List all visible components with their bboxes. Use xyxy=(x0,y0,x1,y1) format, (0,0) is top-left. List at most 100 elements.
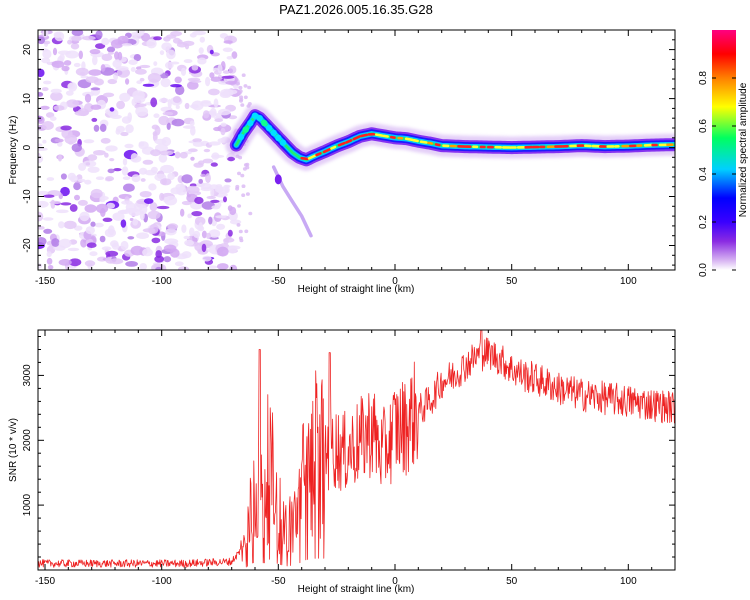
noise-blob xyxy=(174,151,181,159)
noise-blob xyxy=(198,160,205,166)
noise-blob xyxy=(84,179,92,185)
noise-blob xyxy=(41,121,54,130)
noise-blob xyxy=(60,186,70,197)
noise-blob xyxy=(159,97,169,103)
noise-blob xyxy=(142,159,154,165)
noise-blob xyxy=(99,235,106,243)
noise-blob xyxy=(181,224,187,233)
noise-blob xyxy=(50,116,57,121)
noise-blob xyxy=(88,69,102,76)
snr-xtick-label: -100 xyxy=(152,576,172,587)
noise-blob xyxy=(166,49,176,60)
noise-blob xyxy=(101,246,112,251)
noise-blob xyxy=(58,238,72,249)
noise-blob xyxy=(247,85,252,90)
noise-blob xyxy=(150,166,158,174)
colorbar-tick-label: 0.6 xyxy=(698,119,709,133)
noise-blob xyxy=(160,78,171,88)
noise-blob xyxy=(57,154,63,162)
trace-peak xyxy=(261,119,268,127)
colorbar-tick-label: 0.8 xyxy=(698,71,709,85)
noise-blob xyxy=(113,72,119,81)
noise-blob xyxy=(110,39,124,49)
colorbar-tick-label: 0.0 xyxy=(698,263,709,277)
noise-blob xyxy=(99,123,107,132)
noise-blob xyxy=(70,42,80,50)
noise-blob xyxy=(133,54,142,62)
noise-blob xyxy=(79,211,90,222)
trace-peak xyxy=(307,154,317,160)
noise-blob xyxy=(220,127,226,136)
spectrogram-y-axis: -20 -10 0 10 20 xyxy=(22,29,675,266)
noise-blob xyxy=(187,213,193,219)
noise-blob xyxy=(46,251,52,258)
colorbar: 0.0 0.2 0.4 0.6 0.8 Normalized spectral ampl… xyxy=(698,30,749,277)
noise-blob xyxy=(80,75,89,79)
noise-blob xyxy=(113,168,122,172)
noise-blob xyxy=(93,150,106,156)
noise-blob xyxy=(181,200,192,206)
noise-blob xyxy=(167,172,175,181)
noise-blob xyxy=(227,156,236,162)
noise-blob xyxy=(208,141,221,146)
noise-blob xyxy=(194,196,204,205)
noise-blob xyxy=(175,183,186,191)
noise-blob xyxy=(166,122,171,130)
noise-blob xyxy=(95,43,106,49)
noise-blob xyxy=(78,50,84,60)
noise-blob xyxy=(60,173,67,180)
noise-blob xyxy=(187,81,199,90)
secondary-trace-blob xyxy=(274,174,282,185)
noise-blob xyxy=(71,143,83,152)
noise-blob xyxy=(64,134,78,145)
noise-blob xyxy=(217,263,229,270)
noise-blob xyxy=(140,178,146,182)
noise-blob xyxy=(222,70,231,74)
noise-blob xyxy=(71,30,84,37)
noise-blob xyxy=(226,56,233,60)
noise-blob xyxy=(209,72,215,79)
noise-blob xyxy=(89,49,101,55)
noise-blob xyxy=(54,138,64,143)
noise-blob xyxy=(162,111,174,116)
noise-blob xyxy=(42,139,47,144)
noise-blob xyxy=(160,164,175,174)
noise-blob xyxy=(205,173,211,184)
noise-blob xyxy=(121,43,133,47)
noise-blob xyxy=(197,57,207,65)
noise-blob xyxy=(238,229,243,234)
noise-blob xyxy=(179,151,188,159)
noise-blob xyxy=(43,194,55,198)
noise-blob xyxy=(200,173,207,178)
spectrogram-ytick-label: -20 xyxy=(22,238,33,253)
trace-peak xyxy=(382,134,389,138)
noise-blob xyxy=(214,118,223,122)
noise-blob xyxy=(47,265,54,270)
noise-blob xyxy=(192,141,205,147)
noise-blob xyxy=(223,89,238,95)
noise-blob xyxy=(129,218,134,221)
trace-peak xyxy=(242,126,249,133)
noise-blob xyxy=(139,64,151,69)
noise-blob xyxy=(165,228,177,236)
noise-blob xyxy=(50,91,63,101)
noise-blob xyxy=(151,237,161,244)
noise-blob xyxy=(58,221,65,229)
noise-blob xyxy=(146,39,157,49)
snr-y-label: SNR (10 * v/v) xyxy=(8,418,19,482)
colorbar-tick-label: 0.2 xyxy=(698,215,709,229)
spectrogram-noise xyxy=(38,30,253,270)
noise-blob xyxy=(60,125,72,131)
noise-blob xyxy=(210,162,218,167)
noise-blob xyxy=(205,76,211,87)
noise-blob xyxy=(142,248,153,257)
noise-blob xyxy=(156,205,170,210)
noise-blob xyxy=(238,89,243,93)
trace-peak xyxy=(279,139,287,146)
noise-blob xyxy=(61,65,70,72)
snr-ytick-label: 2000 xyxy=(22,429,33,452)
noise-blob xyxy=(211,154,225,158)
noise-blob xyxy=(199,36,205,43)
noise-blob xyxy=(122,183,135,192)
chart-title: PAZ1.2026.005.16.35.G28 xyxy=(279,2,433,17)
